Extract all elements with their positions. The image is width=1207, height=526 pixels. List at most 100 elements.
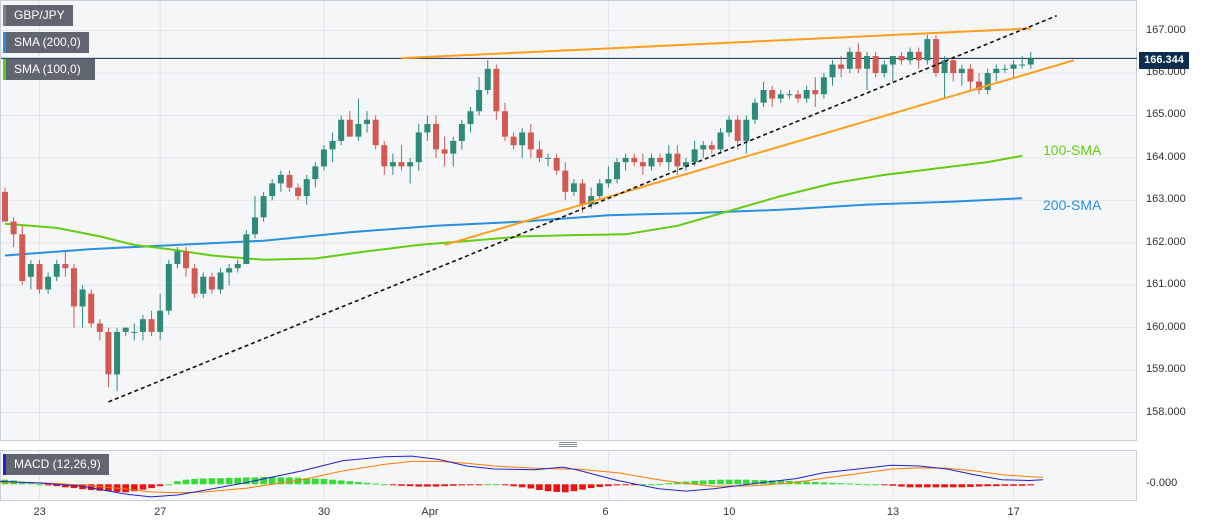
- orange-trendline: [444, 59, 1075, 246]
- candle-up: [596, 183, 603, 197]
- macd-hist-bar-pos: [846, 483, 854, 485]
- candle-down: [950, 60, 957, 74]
- x-axis-tick-label: 30: [317, 506, 331, 518]
- candle-up: [484, 68, 491, 90]
- macd-hist-bar-pos: [312, 478, 319, 485]
- candle-up: [458, 123, 465, 141]
- candle-down: [915, 51, 922, 61]
- candle-down: [795, 94, 802, 99]
- macd-hist-bar-pos: [355, 481, 362, 485]
- macd-hist-bar-neg: [96, 484, 104, 491]
- macd-hist-bar-neg: [889, 484, 897, 486]
- candle-down: [191, 268, 198, 294]
- macd-hist-bar-pos: [837, 483, 845, 485]
- sma200-legend[interactable]: SMA (200,0): [3, 32, 89, 53]
- candle-up: [53, 264, 60, 277]
- candle-down: [433, 123, 439, 150]
- candle-up: [226, 268, 233, 273]
- macd-hist-bar-neg: [518, 484, 526, 488]
- macd-hist-bar-neg: [1027, 484, 1035, 486]
- candle-up: [545, 157, 552, 159]
- candle-up: [958, 68, 965, 74]
- macd-line: [0, 455, 1044, 498]
- candle-up: [277, 174, 284, 184]
- macd-hist-bar-pos: [734, 479, 741, 485]
- x-axis-tick-label: 10: [723, 506, 736, 518]
- candle-up: [864, 56, 870, 69]
- candle-up: [588, 196, 595, 205]
- candle-up: [1019, 64, 1026, 66]
- candle-down: [381, 145, 388, 167]
- macd-hist-bar-neg: [44, 484, 52, 486]
- candle-up: [751, 102, 758, 120]
- sma100-legend[interactable]: SMA (100,0): [3, 59, 95, 80]
- candle-down: [105, 331, 112, 375]
- macd-hist-bar-neg: [605, 484, 612, 487]
- candle-down: [208, 276, 215, 290]
- candle-up: [122, 327, 129, 332]
- candle-up: [691, 149, 698, 163]
- macd-hist-bar-pos: [243, 477, 250, 485]
- macd-hist-bar-neg: [467, 484, 474, 486]
- macd-hist-bar-pos: [777, 480, 785, 485]
- candle-up: [79, 289, 86, 307]
- y-axis-tick-label: 159.000: [1146, 363, 1186, 376]
- candle-up: [407, 162, 414, 167]
- candle-up: [829, 64, 836, 78]
- candle-up: [700, 145, 707, 150]
- macd-hist-bar-neg: [924, 484, 931, 488]
- macd-hist-bar-neg: [906, 484, 914, 488]
- macd-hist-bar-neg: [613, 484, 621, 486]
- macd-hist-bar-pos: [380, 484, 388, 486]
- candle-up: [476, 90, 483, 112]
- candle-down: [812, 90, 819, 95]
- sma200-annotation: 200-SMA: [1043, 197, 1102, 213]
- macd-hist-bar-pos: [294, 477, 302, 485]
- candle-down: [553, 157, 560, 171]
- candle-up: [924, 39, 931, 61]
- macd-hist-bar-pos: [717, 479, 724, 485]
- sma200-legend-label: SMA (200,0): [14, 35, 81, 49]
- candle-up: [648, 157, 655, 167]
- x-axis-tick-label: 6: [602, 506, 609, 518]
- macd-hist-bar-pos: [346, 481, 354, 485]
- macd-hist-bar-pos: [303, 478, 310, 485]
- macd-hist-bar-neg: [536, 484, 543, 490]
- macd-hist-bar-neg: [156, 484, 164, 487]
- macd-hist-bar-pos: [665, 483, 673, 485]
- candle-up: [303, 179, 310, 197]
- macd-hist-bar-pos: [199, 478, 207, 485]
- symbol-legend[interactable]: GBP/JPY: [3, 5, 73, 26]
- y-axis-tick-label: 161.000: [1146, 278, 1186, 291]
- candle-up: [364, 119, 371, 124]
- y-axis-tick-label: 167.000: [1146, 23, 1186, 36]
- panel-splitter-handle[interactable]: [559, 442, 577, 448]
- candle-down: [838, 64, 845, 69]
- dashed-support-trendline: [108, 14, 1057, 403]
- y-axis-tick-label: 164.000: [1146, 150, 1186, 163]
- macd-hist-bar-neg: [915, 484, 923, 488]
- candle-down: [96, 323, 103, 332]
- candle-down: [398, 162, 405, 167]
- candle-down: [441, 149, 448, 154]
- sma100-legend-label: SMA (100,0): [14, 62, 81, 76]
- sma100-annotation: 100-SMA: [1043, 142, 1102, 158]
- macd-hist-bar-neg: [898, 484, 905, 487]
- macd-hist-bar-pos: [639, 484, 647, 486]
- candle-up: [1010, 64, 1017, 69]
- macd-hist-bar-neg: [527, 484, 535, 489]
- macd-hist-bar-pos: [674, 482, 681, 485]
- current-price-tag: 166.344: [1139, 52, 1189, 69]
- macd-hist-bar-pos: [829, 482, 836, 485]
- candle-down: [62, 264, 69, 269]
- macd-hist-bar-neg: [62, 484, 69, 488]
- macd-hist-bar-pos: [872, 484, 879, 486]
- macd-legend[interactable]: MACD (12,26,9): [3, 454, 109, 475]
- macd-hist-bar-pos: [768, 480, 776, 485]
- candle-down: [346, 119, 353, 137]
- candle-up: [682, 162, 689, 167]
- x-axis-tick-label: Apr: [421, 506, 439, 518]
- macd-hist-bar-neg: [544, 484, 552, 492]
- candle-up: [941, 60, 948, 74]
